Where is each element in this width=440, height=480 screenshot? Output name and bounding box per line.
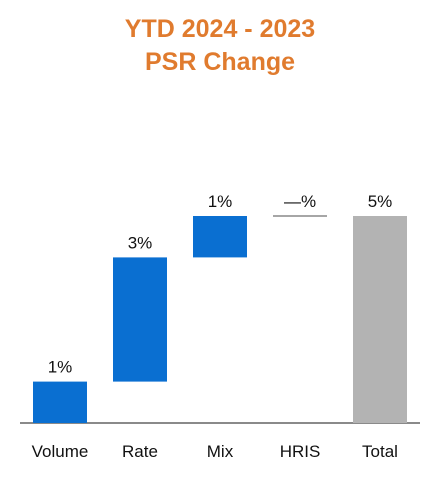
bar-rate [113,257,167,382]
x-tick-label-total: Total [362,442,398,461]
chart-title-line-1: YTD 2024 - 2023 [124,15,316,43]
data-label-rate: 3% [128,233,153,252]
bar-volume [33,381,87,423]
x-tick-label-mix: Mix [207,442,234,461]
x-tick-label-hris: HRIS [280,442,321,461]
data-label-hris: —% [284,192,316,211]
x-tick-label-rate: Rate [122,442,158,461]
data-label-total: 5% [368,192,393,211]
data-label-volume: 1% [48,358,73,377]
data-label-mix: 1% [208,192,233,211]
x-tick-label-volume: Volume [32,442,89,461]
chart-title-line-2: PSR Change [144,48,296,76]
bar-total [353,216,407,423]
bar-mix [193,216,247,258]
